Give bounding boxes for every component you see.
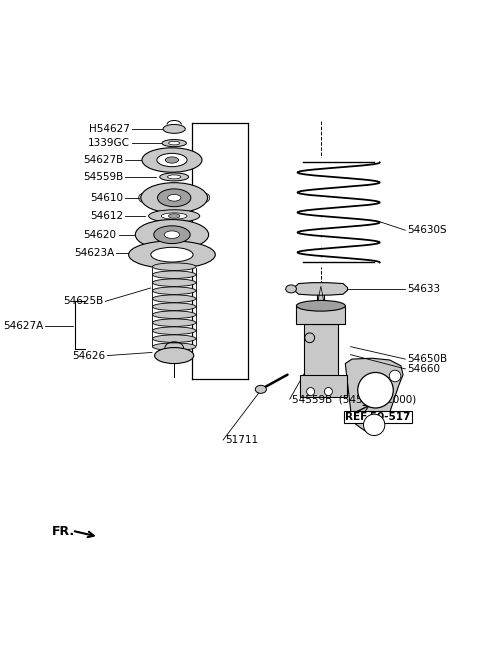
Ellipse shape <box>153 287 196 295</box>
Ellipse shape <box>168 214 180 218</box>
Ellipse shape <box>163 125 185 133</box>
Text: 54630S: 54630S <box>408 225 447 236</box>
Text: FR.: FR. <box>52 525 75 538</box>
Ellipse shape <box>299 247 379 258</box>
Ellipse shape <box>168 175 181 179</box>
Ellipse shape <box>299 227 379 238</box>
Ellipse shape <box>141 182 207 213</box>
Ellipse shape <box>157 154 187 167</box>
Ellipse shape <box>165 231 180 238</box>
Polygon shape <box>294 283 348 295</box>
Ellipse shape <box>153 263 196 270</box>
Ellipse shape <box>153 335 196 342</box>
Text: 54612: 54612 <box>90 211 123 221</box>
Circle shape <box>305 333 314 342</box>
Ellipse shape <box>299 237 379 248</box>
Ellipse shape <box>153 327 196 335</box>
Text: 54627B: 54627B <box>83 155 123 165</box>
Text: 54625B: 54625B <box>63 297 103 306</box>
Ellipse shape <box>151 247 193 262</box>
Text: H54627: H54627 <box>89 124 130 134</box>
Ellipse shape <box>299 257 379 268</box>
Ellipse shape <box>154 226 190 243</box>
Text: 54633: 54633 <box>408 284 441 295</box>
Ellipse shape <box>168 141 180 145</box>
Polygon shape <box>317 295 324 305</box>
Text: 54620: 54620 <box>84 230 117 239</box>
Ellipse shape <box>153 295 196 302</box>
Circle shape <box>389 370 401 382</box>
Ellipse shape <box>157 189 191 207</box>
Ellipse shape <box>139 194 147 202</box>
Circle shape <box>324 388 332 396</box>
Ellipse shape <box>299 197 379 208</box>
Ellipse shape <box>153 343 196 350</box>
Circle shape <box>363 414 385 436</box>
Text: 51711: 51711 <box>225 435 258 445</box>
Ellipse shape <box>129 241 216 268</box>
Polygon shape <box>319 286 323 295</box>
Ellipse shape <box>299 177 379 188</box>
Ellipse shape <box>160 173 189 181</box>
Ellipse shape <box>299 207 379 218</box>
Ellipse shape <box>168 194 181 201</box>
Polygon shape <box>297 306 345 325</box>
Ellipse shape <box>299 157 379 168</box>
Ellipse shape <box>142 148 202 173</box>
Ellipse shape <box>149 210 200 222</box>
Ellipse shape <box>297 300 345 311</box>
Text: REF.50-517: REF.50-517 <box>345 412 411 422</box>
Text: 54660: 54660 <box>408 364 441 374</box>
Text: 54650B: 54650B <box>408 354 448 364</box>
Ellipse shape <box>153 303 196 310</box>
Ellipse shape <box>286 285 297 293</box>
Circle shape <box>358 373 393 408</box>
Polygon shape <box>345 358 403 432</box>
Ellipse shape <box>135 220 209 250</box>
Ellipse shape <box>155 348 194 363</box>
Ellipse shape <box>161 213 187 219</box>
Polygon shape <box>300 375 347 397</box>
Ellipse shape <box>299 217 379 228</box>
Text: 54627A: 54627A <box>3 321 43 331</box>
Ellipse shape <box>153 271 196 278</box>
Ellipse shape <box>255 385 266 394</box>
Ellipse shape <box>153 279 196 287</box>
Ellipse shape <box>153 319 196 327</box>
Polygon shape <box>304 325 338 377</box>
Ellipse shape <box>299 167 379 178</box>
Text: 54626: 54626 <box>72 350 105 361</box>
Ellipse shape <box>162 140 186 147</box>
Text: 54610: 54610 <box>90 193 123 203</box>
Ellipse shape <box>201 194 210 202</box>
Ellipse shape <box>299 187 379 198</box>
Text: 54559B: 54559B <box>83 172 123 182</box>
Text: 1339GC: 1339GC <box>88 138 130 148</box>
Ellipse shape <box>165 157 179 163</box>
Text: 54559B  (54559-2E000): 54559B (54559-2E000) <box>292 394 416 404</box>
Ellipse shape <box>153 311 196 318</box>
Text: 54623A: 54623A <box>74 249 114 258</box>
Circle shape <box>307 388 314 396</box>
